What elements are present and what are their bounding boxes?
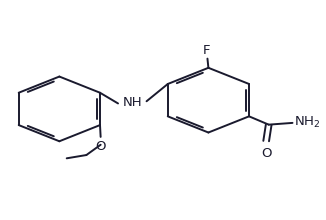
Text: F: F <box>203 44 211 57</box>
Text: O: O <box>261 147 272 160</box>
Text: NH: NH <box>123 96 142 109</box>
Text: O: O <box>96 139 106 152</box>
Text: NH$_2$: NH$_2$ <box>294 115 320 130</box>
